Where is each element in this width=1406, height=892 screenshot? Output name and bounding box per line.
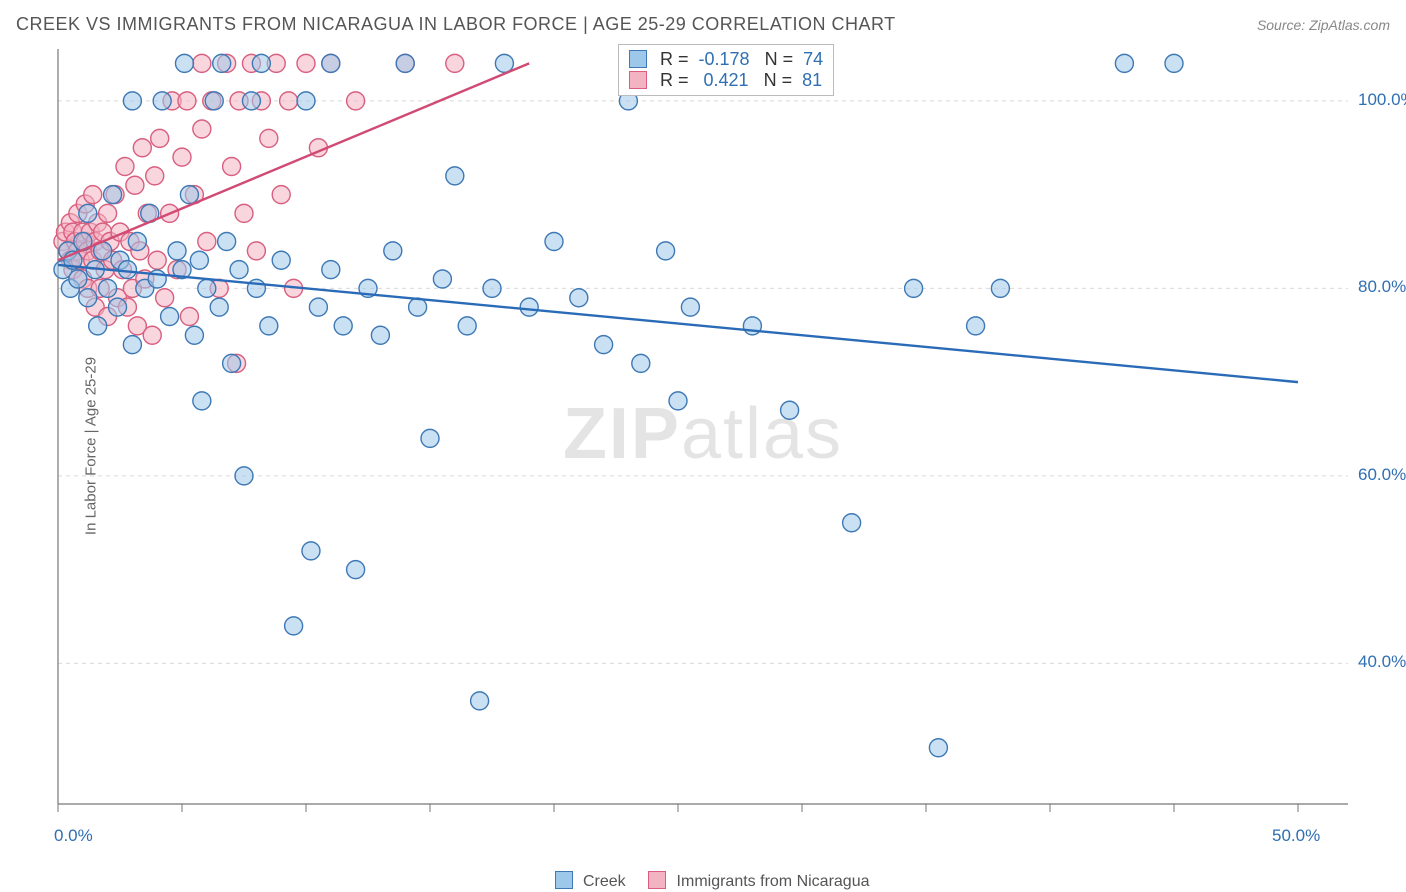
scatter-svg — [48, 44, 1358, 824]
nicaragua-r-value: 0.421 — [704, 70, 749, 90]
legend-creek-label: Creek — [583, 873, 626, 890]
chart-title: CREEK VS IMMIGRANTS FROM NICARAGUA IN LA… — [16, 14, 896, 35]
plot-area: ZIPatlas R = -0.178 N = 74 R = 0.421 N =… — [48, 44, 1358, 824]
stat-row-creek: R = -0.178 N = 74 — [629, 49, 823, 70]
creek-n-value: 74 — [803, 49, 823, 69]
source-label: Source: ZipAtlas.com — [1257, 17, 1390, 33]
legend-bottom: Creek Immigrants from Nicaragua — [0, 871, 1406, 891]
y-tick-label: 40.0% — [1358, 652, 1406, 672]
correlation-stats-box: R = -0.178 N = 74 R = 0.421 N = 81 — [618, 44, 834, 96]
y-tick-label: 100.0% — [1358, 90, 1406, 110]
creek-swatch-icon — [629, 50, 647, 68]
title-bar: CREEK VS IMMIGRANTS FROM NICARAGUA IN LA… — [16, 14, 1390, 35]
nicaragua-n-value: 81 — [802, 70, 822, 90]
nicaragua-swatch-icon — [629, 71, 647, 89]
stat-row-nicaragua: R = 0.421 N = 81 — [629, 70, 823, 91]
creek-r-value: -0.178 — [699, 49, 750, 69]
y-tick-label: 60.0% — [1358, 465, 1406, 485]
x-tick-label: 0.0% — [54, 826, 93, 846]
legend-nicaragua-swatch-icon — [648, 871, 666, 889]
y-tick-label: 80.0% — [1358, 277, 1406, 297]
legend-creek-swatch-icon — [555, 871, 573, 889]
x-tick-label: 50.0% — [1272, 826, 1320, 846]
legend-nicaragua-label: Immigrants from Nicaragua — [677, 873, 870, 890]
